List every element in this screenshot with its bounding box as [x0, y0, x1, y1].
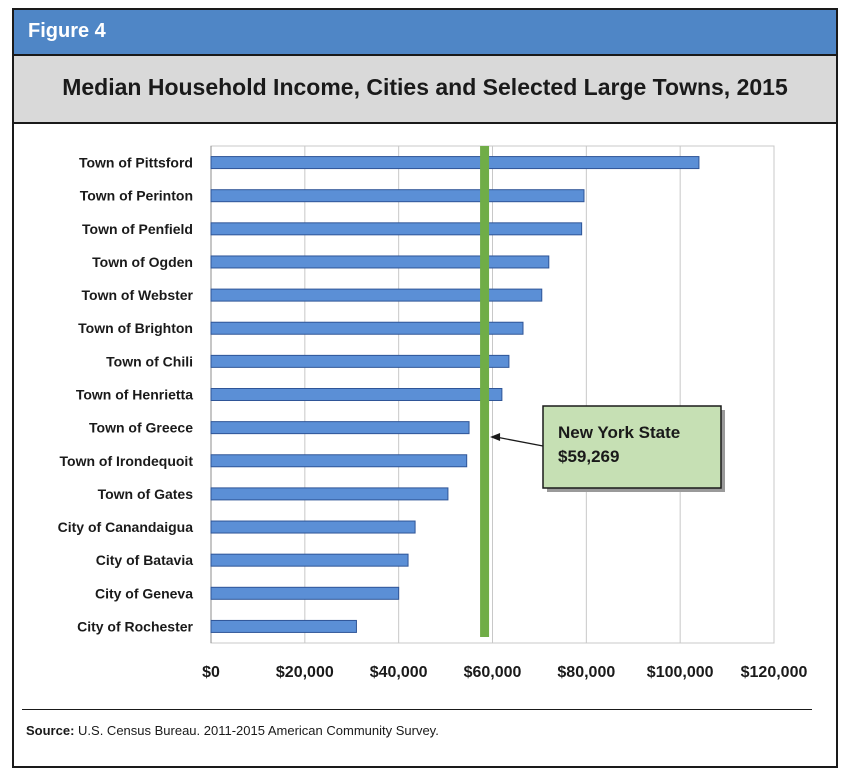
category-label: Town of Henrietta — [76, 387, 193, 403]
category-label: Town of Ogden — [92, 254, 193, 270]
source-label: Source: — [26, 723, 75, 738]
callout-box — [542, 405, 722, 489]
source-divider — [22, 709, 812, 710]
bar — [210, 354, 510, 368]
bar — [210, 156, 700, 170]
category-label: Town of Webster — [82, 287, 194, 303]
source-text: U.S. Census Bureau. 2011-2015 American C… — [78, 723, 439, 738]
category-label: City of Geneva — [95, 585, 193, 601]
category-label: Town of Brighton — [78, 320, 193, 336]
x-tick-label: $100,000 — [647, 664, 714, 681]
x-tick-label: $40,000 — [370, 664, 428, 681]
callout-value: $59,269 — [558, 447, 619, 466]
category-label: Town of Irondequoit — [60, 453, 194, 469]
bar — [210, 619, 357, 633]
bar — [210, 388, 503, 401]
bar — [210, 189, 585, 203]
bar — [210, 255, 550, 269]
category-label: Town of Perinton — [80, 188, 193, 204]
category-label: City of Rochester — [77, 618, 193, 634]
category-label: Town of Gates — [98, 486, 194, 502]
x-tick-label: $60,000 — [464, 664, 522, 681]
figure-label: Figure 4 — [28, 20, 106, 42]
category-label: City of Batavia — [96, 552, 193, 568]
bar — [210, 586, 400, 600]
x-tick-label: $80,000 — [557, 664, 615, 681]
callout-arrowhead — [490, 433, 501, 441]
x-tick-label: $120,000 — [741, 664, 808, 681]
bar — [210, 454, 468, 468]
chart-title: Median Household Income, Cities and Sele… — [62, 74, 788, 100]
bar — [210, 288, 543, 302]
callout-title: New York State — [558, 423, 680, 442]
bar — [210, 553, 409, 567]
title-bar: Median Household Income, Cities and Sele… — [14, 54, 836, 124]
category-label: City of Canandaigua — [58, 519, 194, 535]
bar — [210, 321, 524, 335]
category-label: Town of Chili — [106, 353, 193, 369]
bar — [210, 421, 470, 435]
category-label: Town of Pittsford — [79, 155, 193, 171]
figure-header: Figure 4 — [14, 10, 836, 54]
category-label: Town of Greece — [89, 420, 193, 436]
bar — [210, 222, 583, 236]
category-label: Town of Penfield — [82, 221, 193, 237]
source-note: Source: U.S. Census Bureau. 2011-2015 Am… — [26, 723, 439, 738]
bar — [210, 520, 416, 534]
bar — [210, 487, 449, 501]
callout-arrow — [495, 436, 544, 447]
x-tick-label: $0 — [202, 664, 220, 681]
figure-frame: Figure 4 Median Household Income, Cities… — [12, 8, 838, 768]
reference-line — [480, 146, 490, 637]
x-tick-label: $20,000 — [276, 664, 334, 681]
